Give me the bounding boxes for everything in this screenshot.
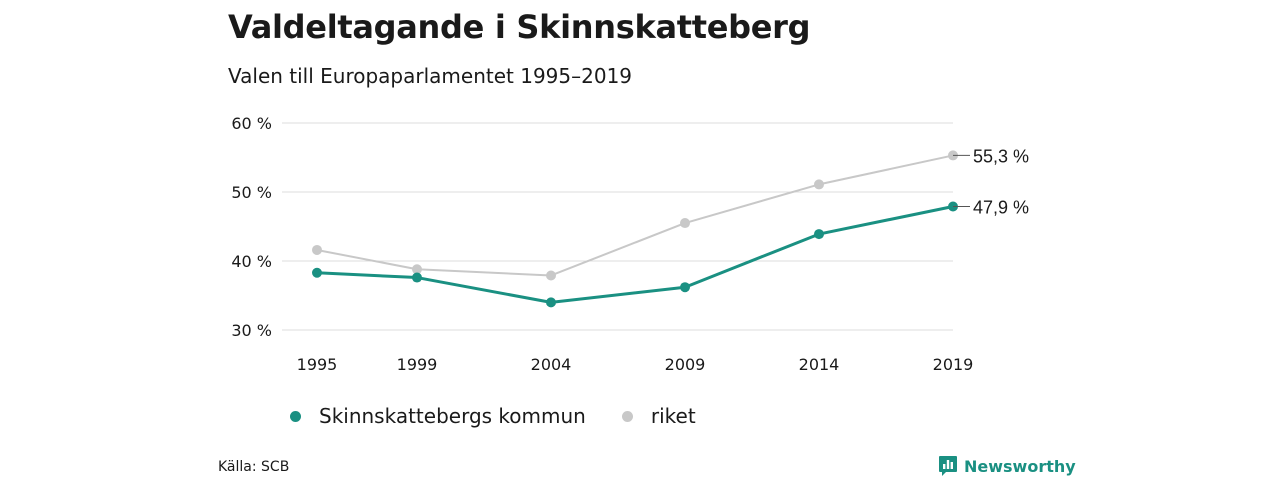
- data-point: [412, 264, 422, 275]
- y-tick-label: 60 %: [231, 114, 272, 133]
- data-point: [312, 267, 322, 278]
- source-note: Källa: SCB: [218, 459, 290, 475]
- end-value-label: 55,3 %: [973, 146, 1029, 166]
- x-tick-label: 2019: [933, 355, 974, 374]
- series-group: 55,3 % 47,9 %: [312, 146, 1029, 308]
- y-axis-labels: 30 % 40 % 50 % 60 %: [231, 114, 272, 340]
- x-axis-labels: 1995 1999 2004 2009 2014 2019: [297, 355, 974, 374]
- data-point: [814, 179, 824, 190]
- legend-label: Skinnskattebergs kommun: [319, 404, 586, 428]
- data-point: [680, 218, 690, 229]
- series-line: [316, 205, 954, 304]
- legend-marker: [290, 410, 301, 422]
- data-point: [546, 270, 556, 281]
- legend: Skinnskattebergs kommun riket: [290, 404, 732, 428]
- chart-subtitle: Valen till Europaparlamentet 1995–2019: [228, 64, 633, 88]
- legend-marker: [621, 410, 633, 422]
- brand-logo: Newsworthy: [938, 455, 1076, 477]
- y-tick-label: 40 %: [231, 252, 272, 271]
- x-tick-label: 2014: [799, 355, 840, 374]
- series-kommun: 47,9 %: [312, 197, 1029, 308]
- data-point: [680, 282, 690, 293]
- grid-lines: [282, 122, 953, 331]
- x-tick-label: 2009: [665, 355, 706, 374]
- x-tick-label: 1995: [297, 355, 338, 374]
- data-point: [546, 297, 556, 308]
- y-tick-label: 30 %: [231, 321, 272, 340]
- data-point: [814, 229, 824, 240]
- data-point: [412, 272, 422, 283]
- series-riket: 55,3 %: [312, 146, 1029, 281]
- bar-chart-speech-bubble-icon: [939, 456, 957, 476]
- legend-label: riket: [650, 404, 696, 428]
- x-tick-label: 1999: [397, 355, 438, 374]
- series-line: [316, 154, 954, 277]
- chart-title: Valdeltagande i Skinnskatteberg: [228, 8, 811, 46]
- x-tick-label: 2004: [531, 355, 572, 374]
- end-value-label: 47,9 %: [973, 197, 1029, 217]
- y-tick-label: 50 %: [231, 183, 272, 202]
- legend-item-kommun: Skinnskattebergs kommun: [290, 404, 586, 428]
- legend-item-riket: riket: [621, 404, 696, 428]
- data-point: [312, 244, 322, 255]
- brand-name: Newsworthy: [964, 456, 1076, 476]
